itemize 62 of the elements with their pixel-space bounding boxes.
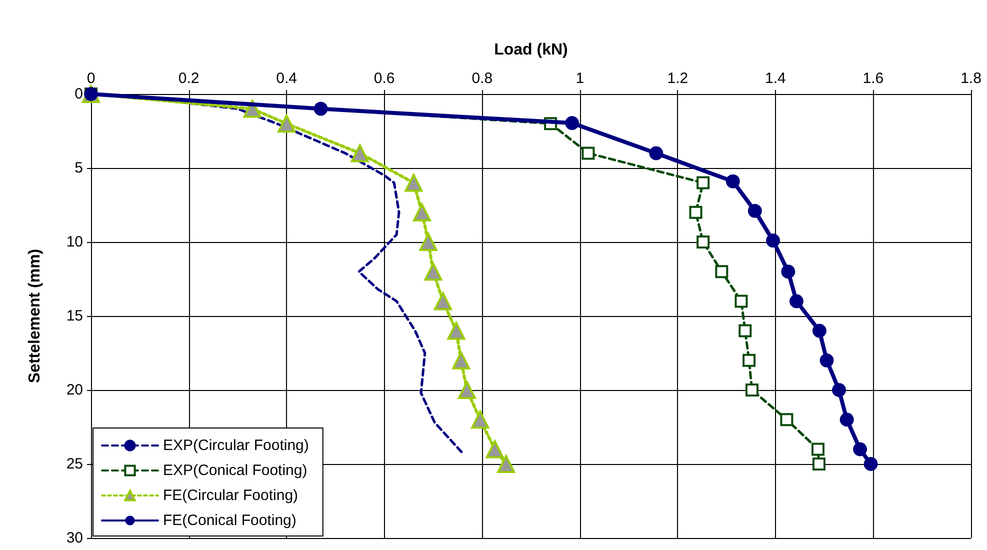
- point: [812, 458, 826, 470]
- x-tick-label: 0.6: [374, 70, 395, 87]
- point: [820, 353, 834, 368]
- point: [278, 114, 296, 133]
- legend-label: FE(Circular Footing): [163, 487, 298, 504]
- point: [696, 176, 710, 190]
- point: [853, 442, 868, 456]
- point: [811, 442, 824, 456]
- point: [471, 410, 490, 429]
- legend-label: EXP(Conical Footing): [163, 462, 308, 479]
- point: [696, 236, 710, 248]
- x-tick-label: 0.8: [472, 70, 493, 87]
- y-tick-label: 20: [66, 382, 83, 398]
- point: [726, 174, 740, 188]
- x-tick-label: 1.4: [765, 70, 786, 87]
- point: [780, 413, 794, 426]
- y-tick-label: 10: [66, 234, 83, 250]
- point: [486, 440, 504, 458]
- point: [789, 294, 804, 308]
- x-tick-label: 0: [86, 70, 96, 87]
- point: [419, 233, 438, 251]
- point: [812, 324, 826, 338]
- point: [742, 354, 756, 367]
- y-tick-label: 15: [66, 308, 83, 324]
- y-tick-label: 5: [74, 160, 83, 176]
- point: [715, 265, 728, 278]
- point: [424, 262, 442, 281]
- point: [404, 174, 423, 192]
- x-tick-label: 1.6: [862, 70, 884, 87]
- y-axis-title: Settelement (mm): [26, 248, 44, 384]
- x-tick-label: 1.2: [667, 70, 688, 87]
- y-tick-label: 30: [66, 530, 83, 546]
- x-tick-label: 1: [576, 70, 584, 87]
- point: [452, 351, 470, 370]
- point: [766, 234, 780, 248]
- point: [689, 206, 702, 219]
- point: [314, 102, 328, 116]
- x-tick-label: 0.2: [178, 70, 200, 87]
- point: [864, 457, 878, 471]
- x-tick-label: 0.4: [276, 70, 297, 87]
- point: [497, 455, 516, 473]
- x-tick-label: 1.8: [960, 70, 982, 87]
- point: [350, 144, 369, 162]
- point: [649, 146, 664, 160]
- point: [412, 203, 431, 222]
- point: [745, 384, 758, 396]
- x-axis-title: Load (kN): [494, 42, 568, 58]
- point: [447, 322, 466, 340]
- point: [434, 292, 452, 310]
- legend-label: EXP(Circular Footing): [163, 437, 309, 454]
- point: [832, 383, 846, 397]
- y-tick-label: 0: [74, 86, 83, 102]
- y-tick-label: 25: [66, 456, 83, 472]
- legend-label: FE(Conical Footing): [163, 512, 296, 529]
- point: [734, 294, 748, 308]
- point: [458, 381, 476, 399]
- point: [738, 324, 752, 338]
- point: [781, 264, 796, 279]
- point: [582, 146, 595, 160]
- point: [840, 412, 854, 427]
- point: [565, 116, 580, 130]
- point: [748, 204, 762, 218]
